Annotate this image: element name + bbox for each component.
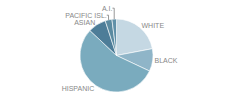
svg-text:HISPANIC: HISPANIC [62,85,95,92]
svg-text:WHITE: WHITE [142,22,165,29]
svg-text:BLACK: BLACK [154,57,177,64]
svg-text:A.I.: A.I. [102,5,113,12]
svg-text:PACIFIC ISL.: PACIFIC ISL. [65,12,107,19]
svg-text:ASIAN: ASIAN [74,19,95,26]
